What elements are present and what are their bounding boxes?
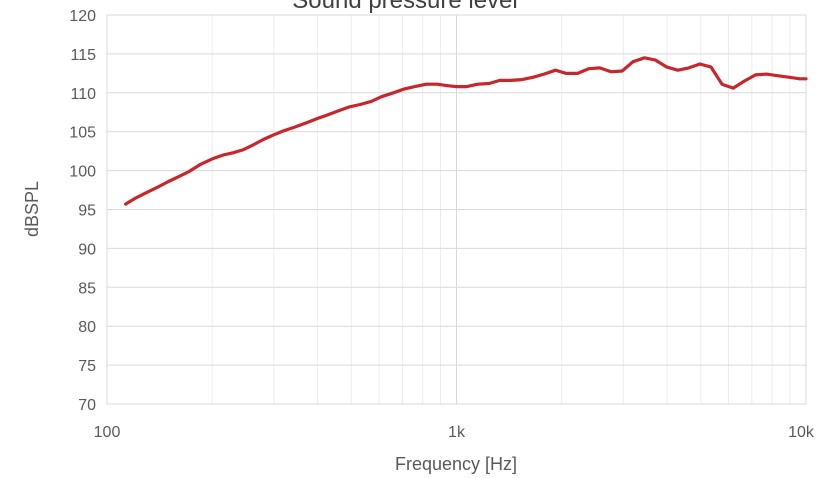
y-axis-title: dBSPL: [22, 181, 42, 237]
x-tick-labels: 100 1k 10k: [94, 424, 815, 441]
x-axis-title: Frequency [Hz]: [395, 454, 517, 474]
y-tick-label: 85: [78, 280, 96, 297]
y-tick-label: 110: [70, 86, 96, 103]
y-tick-label: 120: [69, 8, 96, 25]
spl-series-line: [123, 56, 808, 206]
y-tick-label: 75: [78, 358, 96, 375]
y-tick-label: 105: [69, 125, 96, 142]
y-tick-label: 100: [69, 164, 96, 181]
y-tick-label: 95: [78, 203, 96, 220]
x-tick-label: 1k: [448, 424, 466, 441]
major-gridlines: [106, 14, 807, 405]
x-tick-label: 100: [94, 424, 121, 441]
series-layer: [123, 56, 808, 206]
y-tick-label: 80: [78, 319, 96, 336]
y-tick-label: 115: [70, 47, 96, 64]
chart-title: Sound pressure level: [292, 0, 517, 14]
y-tick-label: 70: [78, 397, 96, 414]
y-tick-label: 90: [78, 241, 96, 258]
x-tick-label: 10k: [788, 424, 815, 441]
y-tick-labels: 70 75 80 85 90 95 100 105 110 115 120: [69, 8, 96, 414]
